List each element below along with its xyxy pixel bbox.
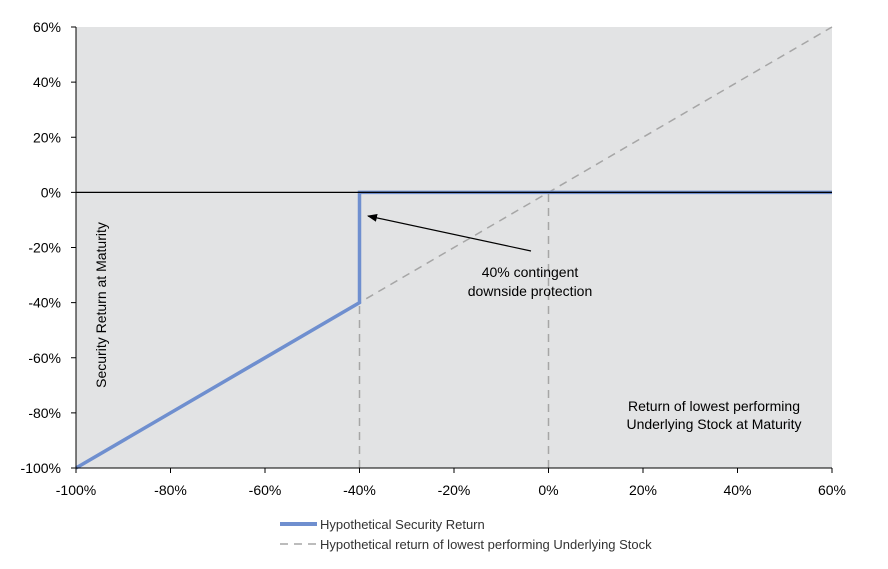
y-tick-label: -60% (28, 350, 61, 366)
y-tick-label: -20% (28, 240, 61, 256)
y-tick-label: 40% (33, 74, 61, 90)
x-tick-label: -60% (249, 482, 282, 498)
y-tick-label: -40% (28, 295, 61, 311)
annotation-line-1: 40% contingent (482, 264, 579, 280)
x-tick-label: -100% (56, 482, 96, 498)
y-tick-label: 20% (33, 129, 61, 145)
x-tick-label: -20% (438, 482, 471, 498)
y-tick-label: 60% (33, 19, 61, 35)
annotation-arrow (367, 213, 532, 252)
x-tick-label: 60% (818, 482, 846, 498)
x-tick-label: -80% (154, 482, 187, 498)
annotation-line-2: downside protection (468, 283, 593, 299)
legend-label-security-return: Hypothetical Security Return (320, 517, 485, 532)
x-tick-label: 0% (538, 482, 558, 498)
y-tick-label: 0% (41, 184, 61, 200)
y-tick-label: -80% (28, 405, 61, 421)
y-axis-label: Security Return at Maturity (93, 222, 109, 388)
x-tick-label: -40% (343, 482, 376, 498)
x-tick-label: 20% (629, 482, 657, 498)
x-axis-label-line-2: Underlying Stock at Maturity (626, 416, 801, 432)
x-axis-label-line-1: Return of lowest performing (628, 398, 800, 414)
y-tick-label: -100% (21, 460, 61, 476)
x-tick-label: 40% (723, 482, 751, 498)
legend-label-underlying-return: Hypothetical return of lowest performing… (320, 537, 652, 552)
